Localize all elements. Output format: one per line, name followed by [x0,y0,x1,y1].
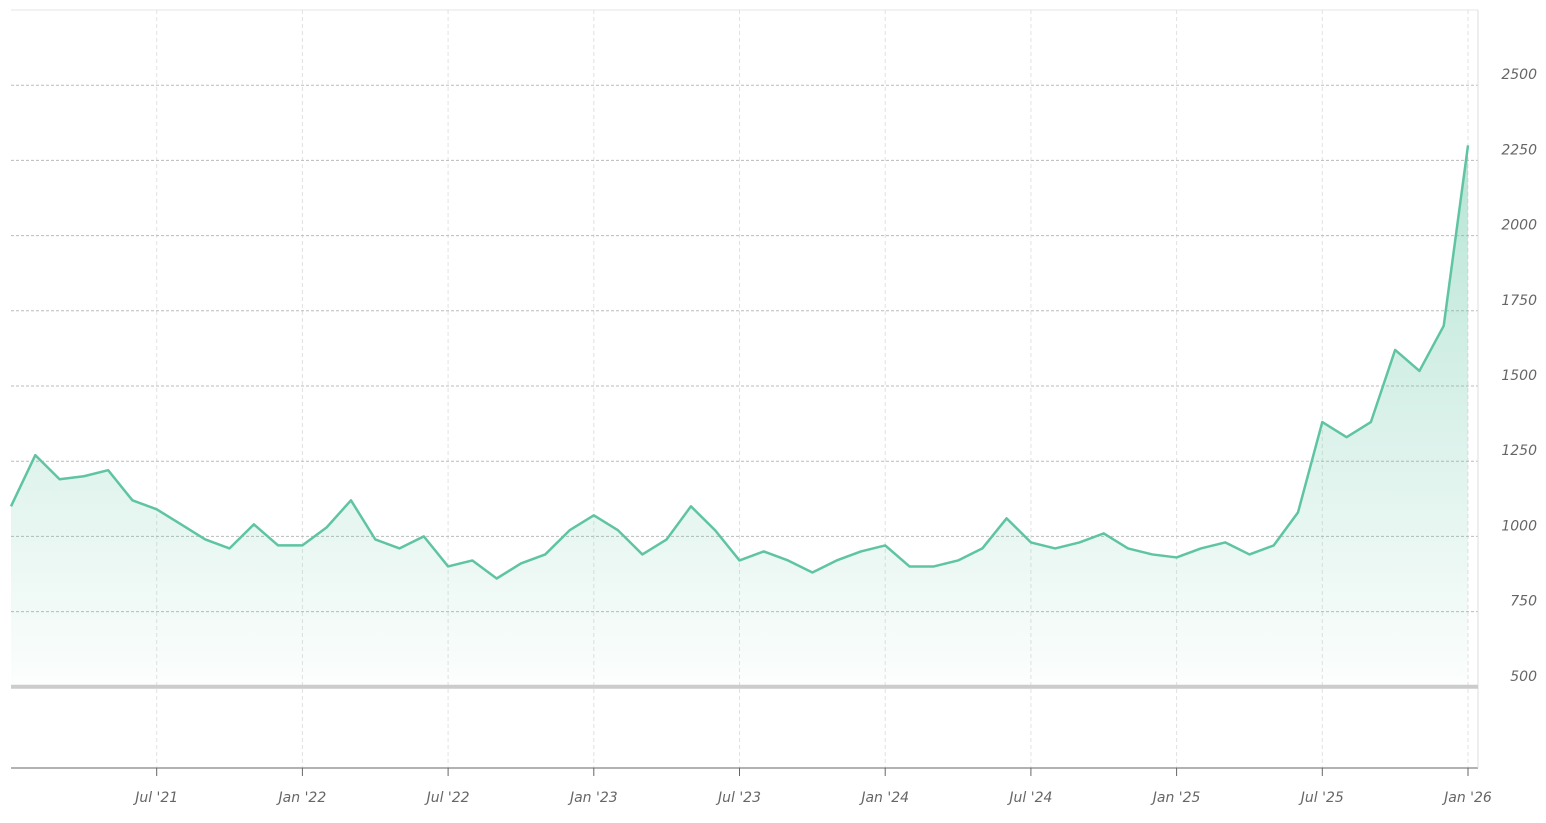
area-fill [11,145,1468,687]
y-tick-label: 750 [1510,594,1537,610]
x-tick-label: Jan '23 [567,790,618,806]
x-tick-label: Jul '21 [132,790,178,806]
y-tick-label: 1250 [1501,443,1537,459]
y-tick-label: 1000 [1501,518,1537,534]
y-tick-label: 500 [1510,669,1537,685]
x-tick-label: Jan '26 [1441,790,1492,806]
y-tick-label: 2500 [1501,67,1537,83]
x-tick-label: Jan '24 [858,790,909,806]
y-tick-label: 2000 [1501,218,1537,234]
x-tick-label: Jan '25 [1150,790,1201,806]
y-tick-label: 1500 [1501,368,1537,384]
x-tick-label: Jul '24 [1006,790,1052,806]
y-tick-label: 2250 [1501,142,1537,158]
y-tick-label: 1750 [1501,293,1537,309]
x-tick-label: Jul '25 [1298,790,1344,806]
x-tick-label: Jul '22 [424,790,470,806]
x-tick-label: Jul '23 [715,790,761,806]
price-line [9,145,1470,580]
x-tick-label: Jan '22 [276,790,327,806]
